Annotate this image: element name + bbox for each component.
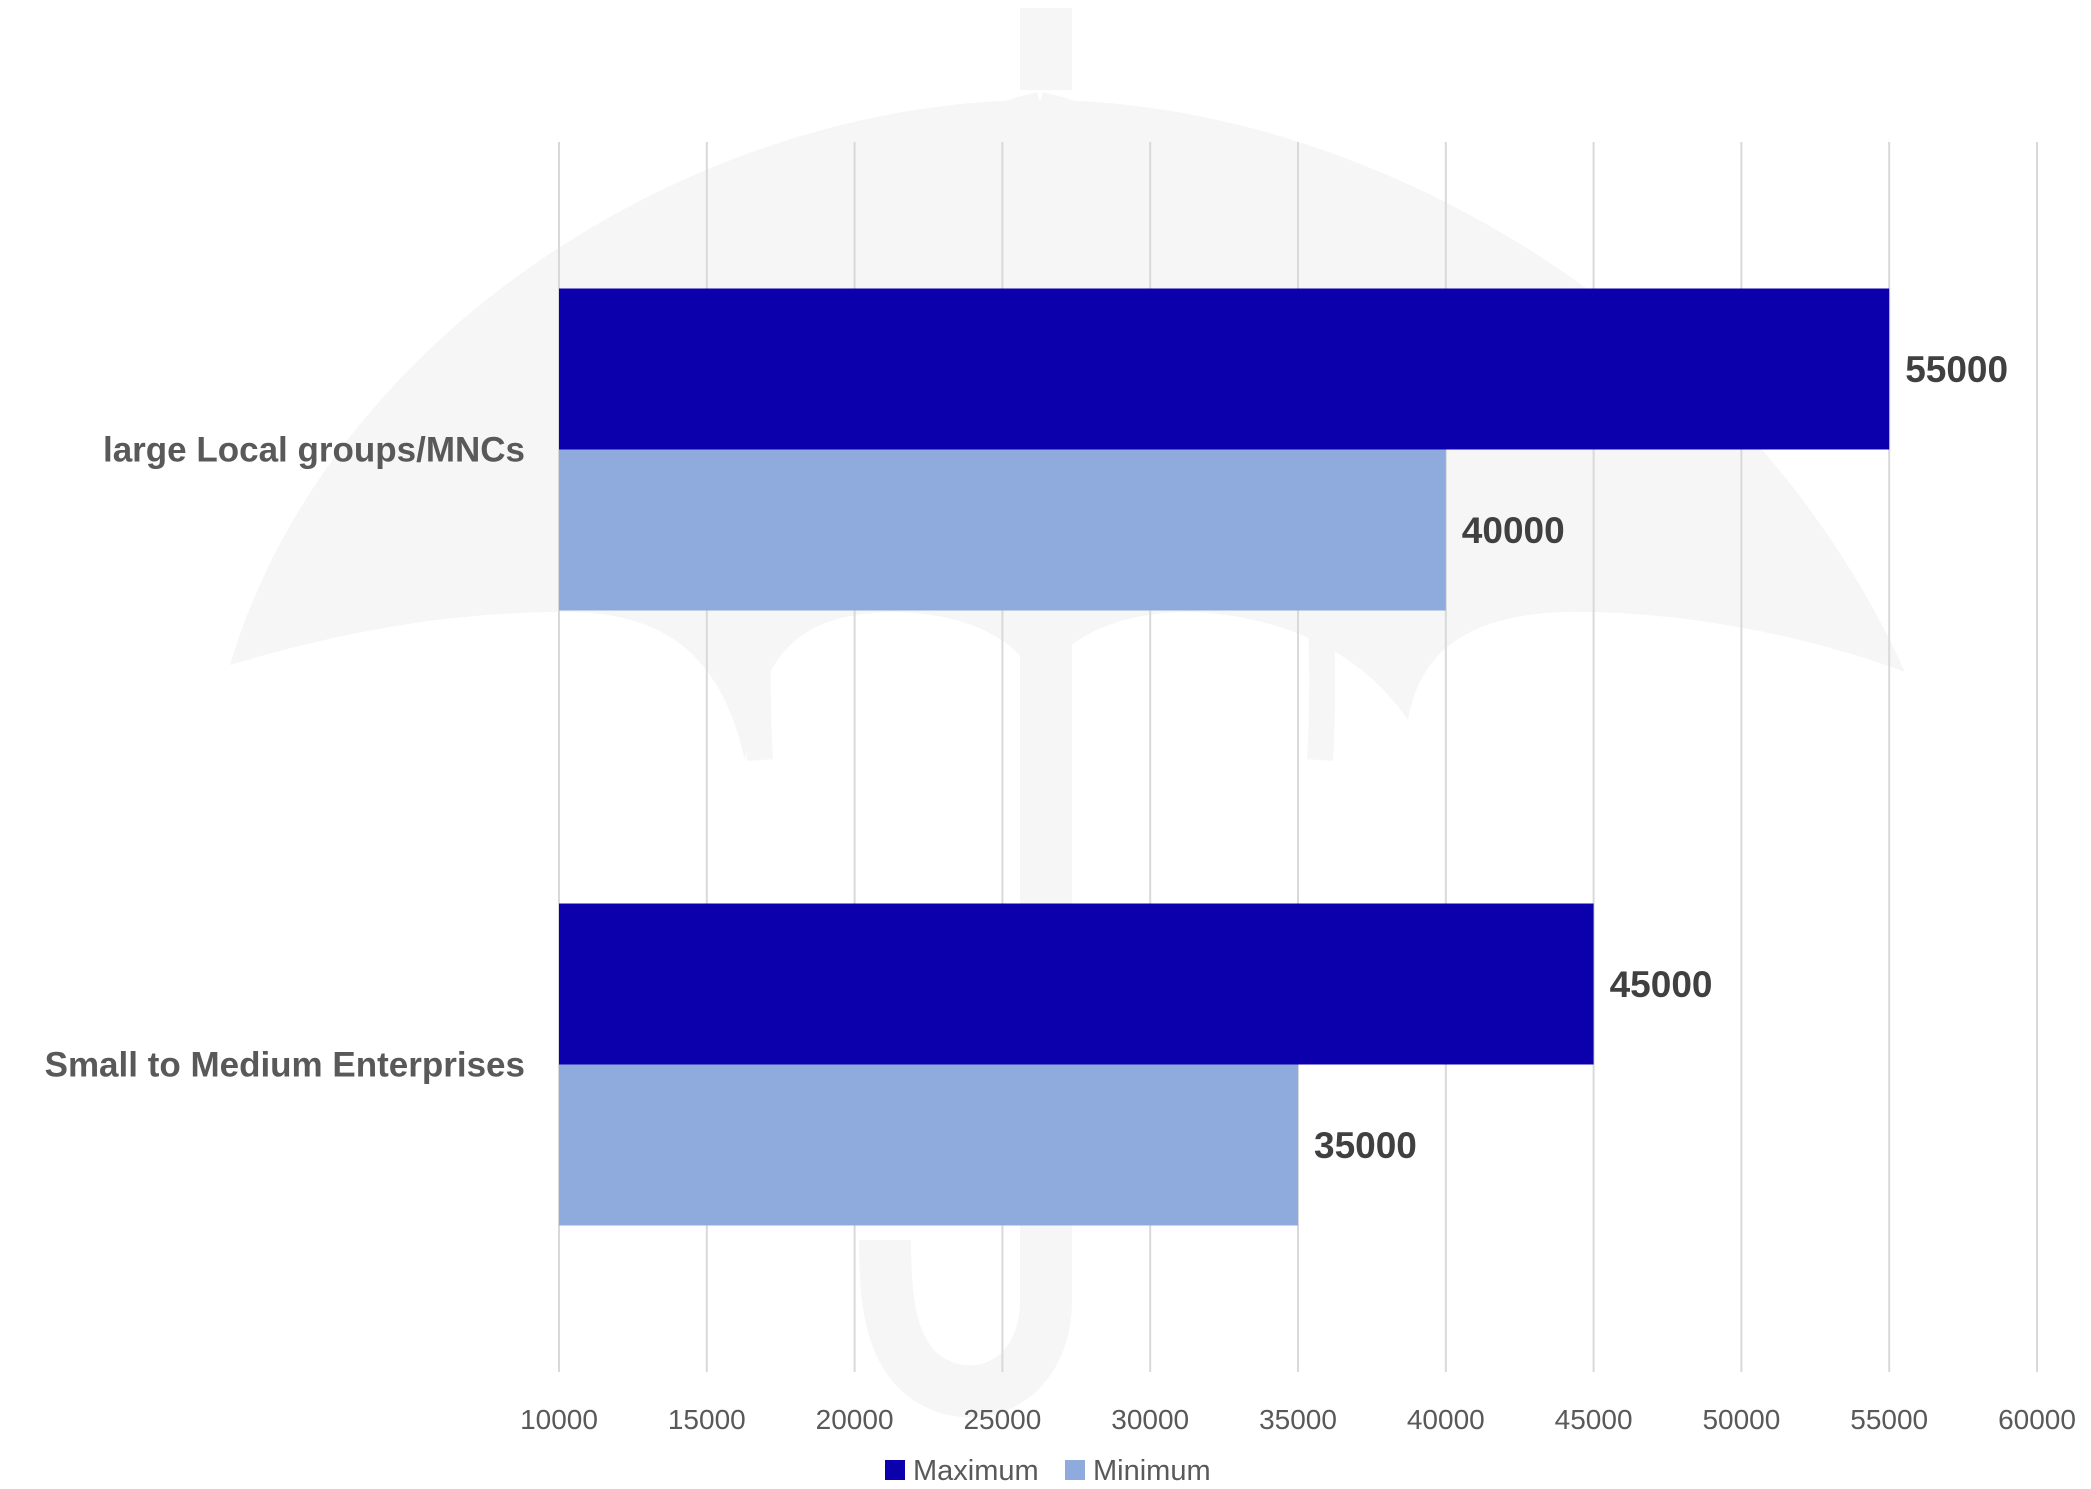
x-axis-ticks: 10000 15000 20000 25000 30000 35000 40000 45000… [520,1404,2076,1435]
bar-minimum-small-to-medium-enterprises [559,1064,1298,1226]
legend-swatch-minimum [1065,1460,1085,1480]
category-label-large-local-groups-mncs: large Local groups/MNCs [103,431,525,470]
x-tick-label-30000: 30000 [1111,1404,1189,1435]
x-tick-label-20000: 20000 [816,1404,894,1435]
legend-label-minimum: Minimum [1093,1455,1211,1487]
x-tick-label-45000: 45000 [1555,1404,1633,1435]
legend: Maximum Minimum [885,1455,1211,1487]
category-label-small-to-medium-enterprises: Small to Medium Enterprises [45,1046,525,1085]
bars [559,288,1890,1226]
data-label-minimum-large-local-groups-mncs: 40000 [1462,510,1565,551]
x-tick-label-35000: 35000 [1259,1404,1337,1435]
bar-maximum-large-local-groups-mncs [559,288,1890,450]
x-tick-label-55000: 55000 [1850,1404,1928,1435]
x-tick-label-40000: 40000 [1407,1404,1485,1435]
x-tick-label-10000: 10000 [520,1404,598,1435]
legend-label-maximum: Maximum [913,1455,1039,1487]
x-tick-label-15000: 15000 [668,1404,746,1435]
category-labels: large Local groups/MNCs Small to Medium E… [45,431,525,1085]
x-tick-label-25000: 25000 [963,1404,1041,1435]
data-label-maximum-small-to-medium-enterprises: 45000 [1610,964,1713,1005]
bar-minimum-large-local-groups-mncs [559,449,1446,611]
x-tick-label-60000: 60000 [1998,1404,2076,1435]
data-labels: 55000 40000 45000 35000 [1314,349,2008,1166]
x-tick-label-50000: 50000 [1702,1404,1780,1435]
legend-swatch-maximum [885,1460,905,1480]
bar-maximum-small-to-medium-enterprises [559,903,1594,1065]
data-label-minimum-small-to-medium-enterprises: 35000 [1314,1125,1417,1166]
data-label-maximum-large-local-groups-mncs: 55000 [1905,349,2008,390]
